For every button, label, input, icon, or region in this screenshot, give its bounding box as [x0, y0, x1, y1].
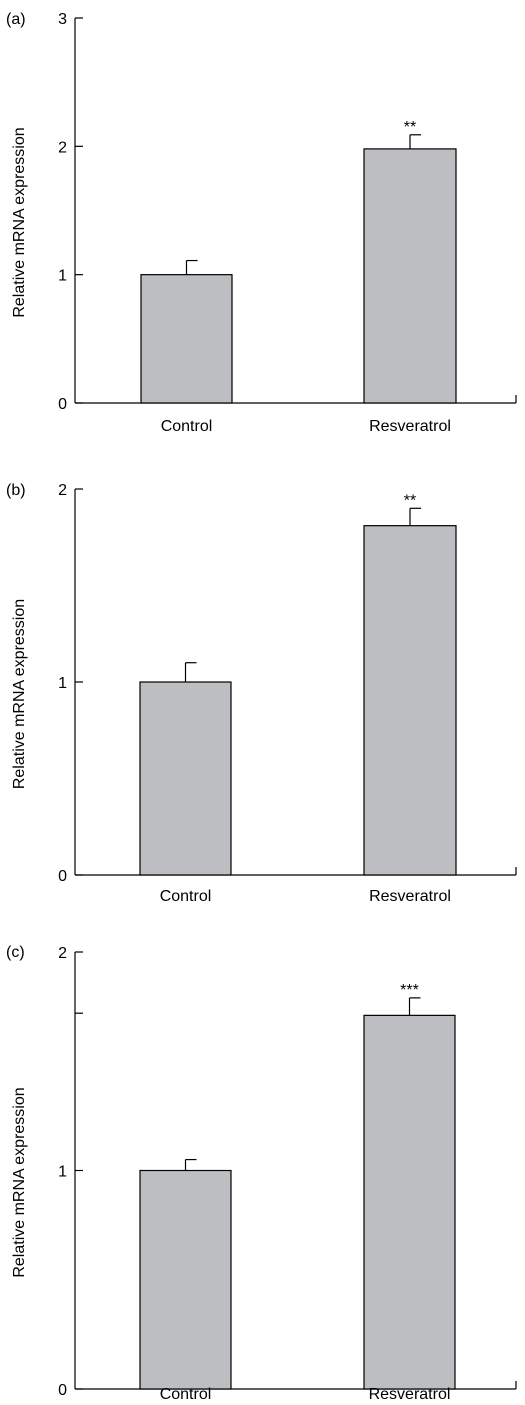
significance-marker: **	[404, 119, 416, 136]
panel-label: (c)	[6, 944, 25, 961]
bar-control	[139, 1169, 232, 1390]
significance-marker: ***	[400, 982, 419, 999]
y-axis-label: Relative mRNA expression	[11, 1087, 28, 1277]
y-axis-label: Relative mRNA expression	[11, 127, 28, 317]
category-label: Resveratrol	[369, 1386, 451, 1403]
y-tick-label: 2	[58, 482, 67, 499]
y-tick-label: 2	[58, 139, 67, 156]
category-label: Control	[161, 418, 213, 435]
bar-resveratrol	[363, 148, 457, 404]
y-tick-label: 0	[58, 868, 67, 885]
chart-panel-c: (c) 0 1 2 Relative mRNA expression Control ***…	[0, 930, 525, 1405]
y-tick-label: 1	[58, 1164, 67, 1181]
significance-marker: **	[404, 492, 416, 509]
bar-chart-b: (b) 0 1 2 Relative mRNA expression Control ** R…	[6, 482, 517, 905]
bar-chart-a: (a) 0 1 2 3 Relative mRNA expression Control **…	[6, 11, 517, 435]
y-tick-label: 2	[58, 945, 67, 962]
y-tick-label: 3	[58, 11, 67, 28]
panel-label: (a)	[6, 11, 26, 28]
category-label: Resveratrol	[369, 888, 451, 905]
y-axis-label: Relative mRNA expression	[11, 599, 28, 789]
chart-panel-a: (a) 0 1 2 3 Relative mRNA expression Control **…	[0, 0, 525, 470]
y-tick-label: 0	[58, 396, 67, 413]
category-label: Control	[160, 888, 212, 905]
bar-control	[140, 274, 233, 404]
y-tick-label: 0	[58, 1382, 67, 1399]
y-tick-label: 1	[58, 675, 67, 692]
bar-resveratrol	[363, 1014, 456, 1390]
chart-panel-b: (b) 0 1 2 Relative mRNA expression Control ** R…	[0, 470, 525, 930]
category-label: Resveratrol	[369, 418, 451, 435]
bar-control	[139, 681, 232, 876]
category-label: Control	[160, 1386, 212, 1403]
bar-resveratrol	[363, 525, 457, 876]
panel-label: (b)	[6, 482, 26, 499]
bar-chart-c: (c) 0 1 2 Relative mRNA expression Control ***…	[6, 944, 517, 1403]
y-tick-label: 1	[58, 268, 67, 285]
